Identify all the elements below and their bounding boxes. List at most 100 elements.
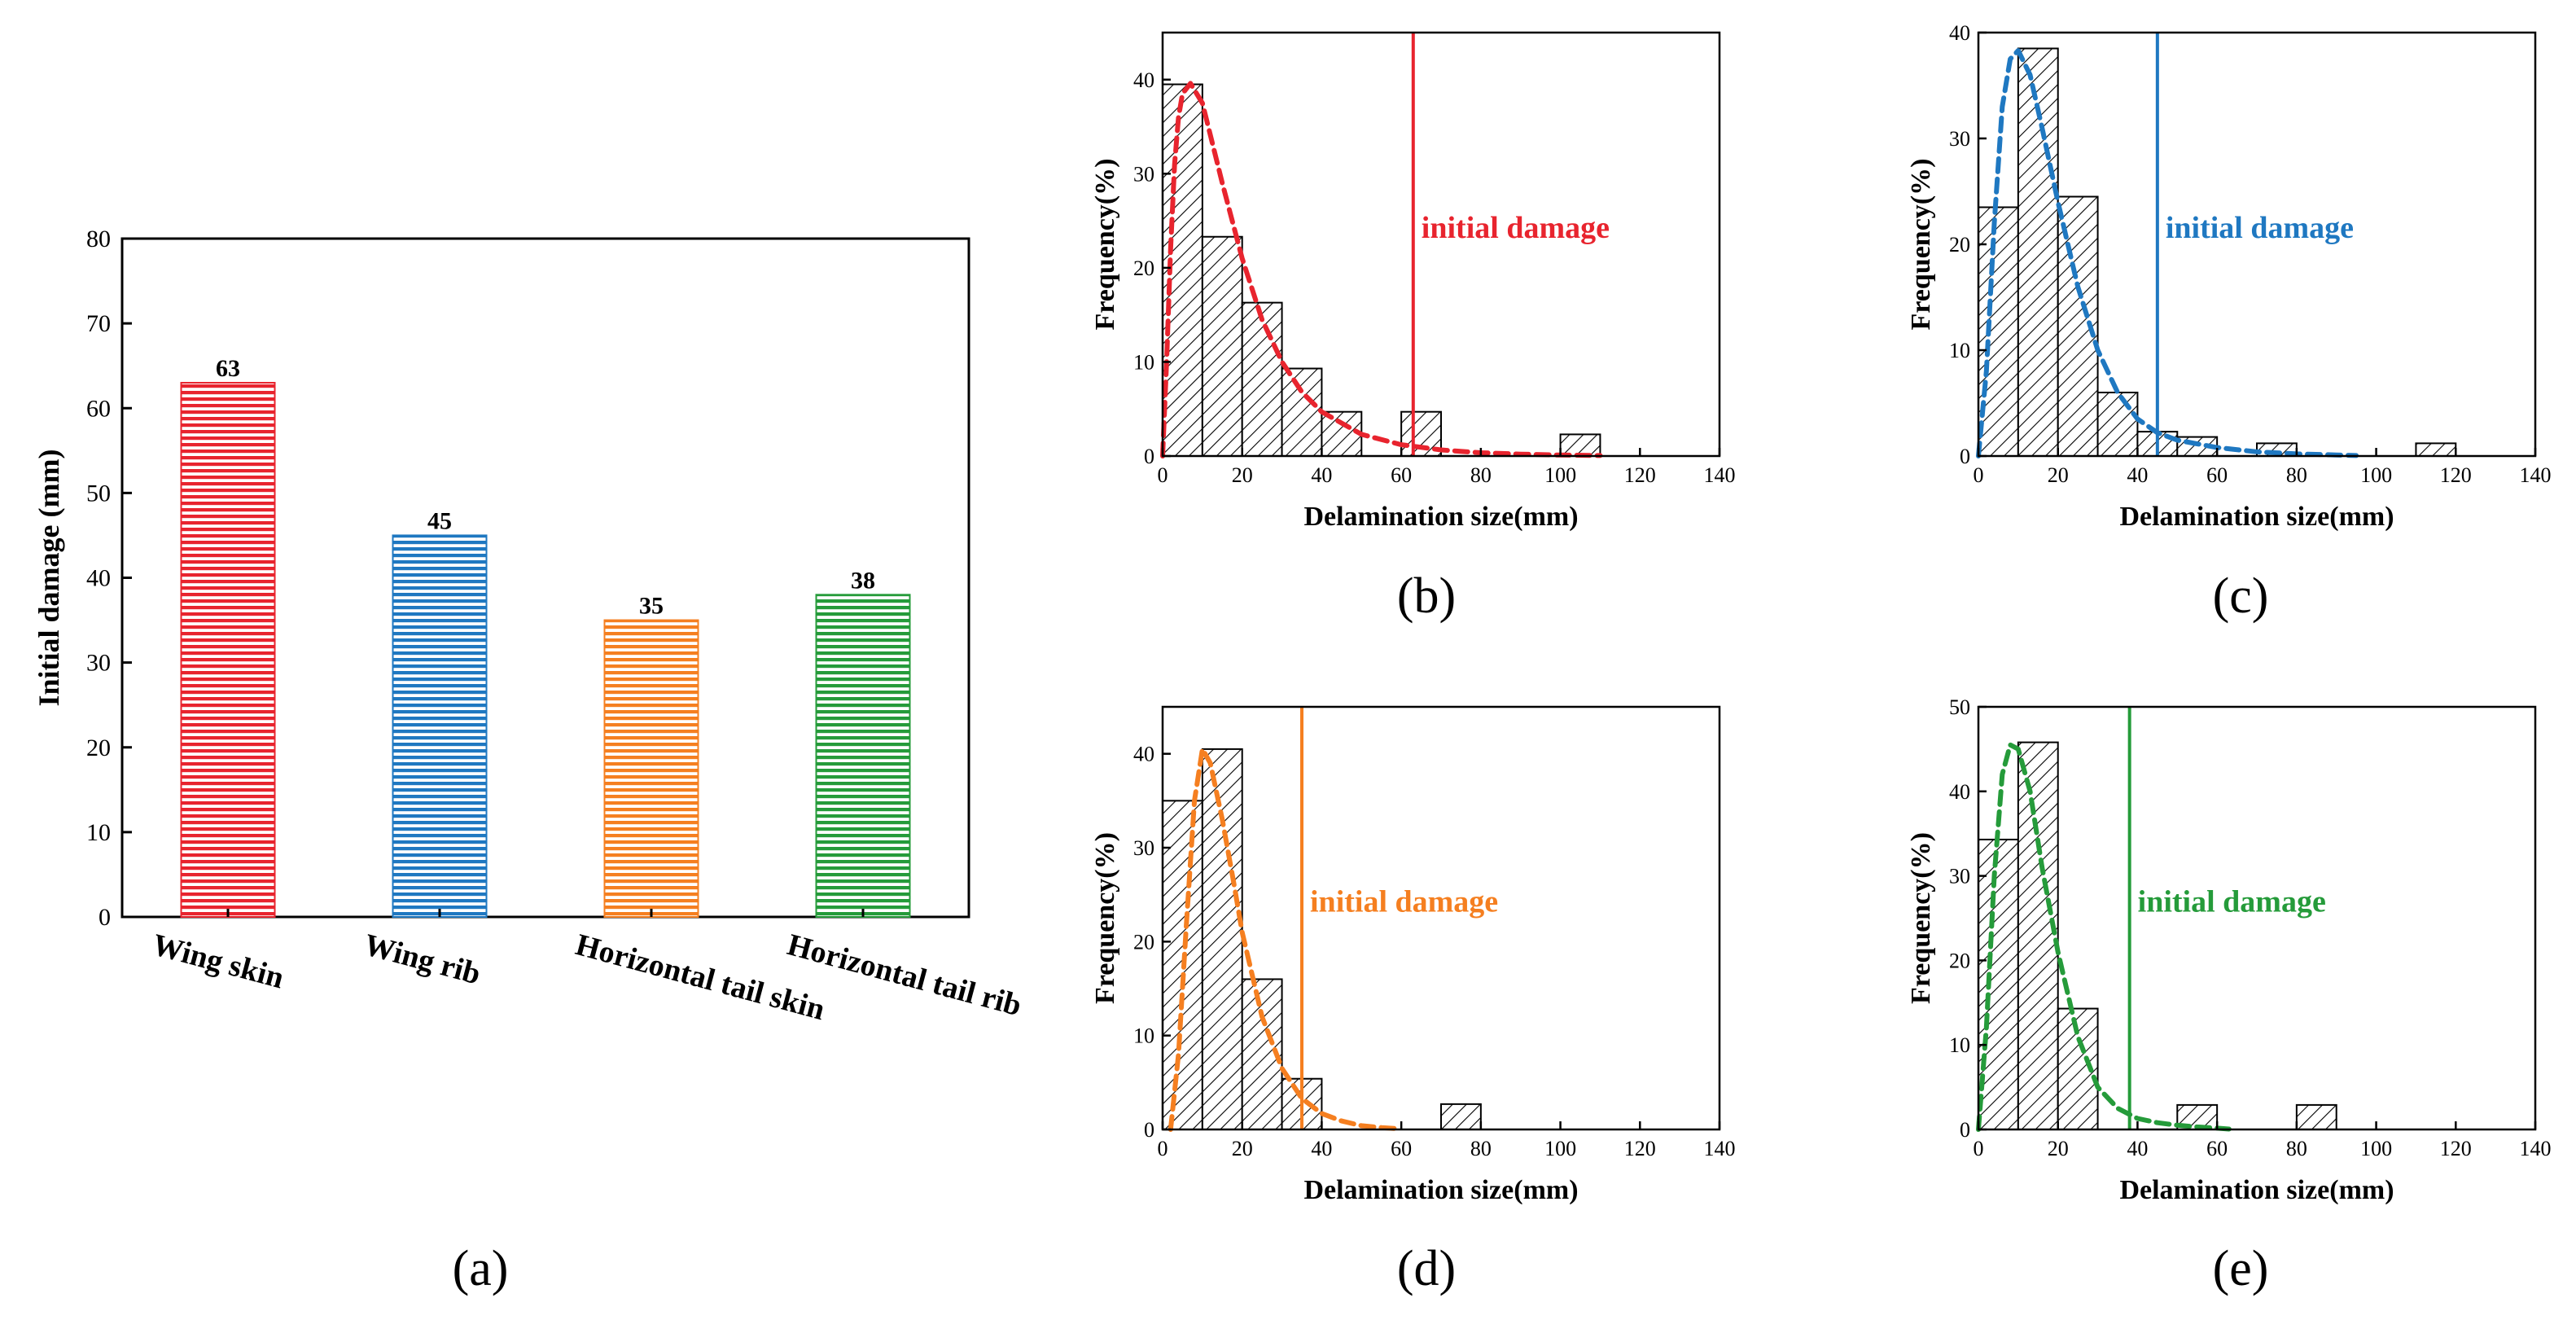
initial-damage-annotation: initial damage: [2138, 885, 2326, 919]
y-tick-label: 50: [86, 480, 111, 507]
x-tick-label: 100: [2360, 463, 2392, 487]
chart-a-initial-damage-bar-chart: 0 10 20 30 40 50 60 70 80 Initial damage (mm) 63 Wi…: [33, 226, 1025, 1296]
y-tick-label: 30: [1133, 836, 1154, 860]
x-axis-label: Delamination size(mm): [1303, 1175, 1578, 1205]
x-axis-label: Delamination size(mm): [2119, 1175, 2394, 1205]
x-tick-label: 120: [1624, 1137, 1656, 1160]
x-tick-label: 100: [1544, 463, 1576, 487]
x-tick-label: 0: [1158, 463, 1168, 487]
x-tick-label: 20: [2048, 463, 2069, 487]
x-tick-label: 40: [1311, 463, 1332, 487]
histogram-bar: [2017, 741, 2059, 1130]
x-tick-label: 40: [1311, 1137, 1332, 1160]
x-tick-label: 100: [1544, 1137, 1576, 1160]
histogram-bar: [1440, 1103, 1482, 1130]
y-tick-label: 40: [86, 565, 111, 592]
y-tick-label: 10: [1133, 1024, 1154, 1048]
x-tick-label: 140: [1704, 1137, 1736, 1160]
y-tick-label: 0: [99, 904, 111, 931]
y-axis-label: Frequency(%): [1906, 832, 1936, 1004]
y-tick-label: 30: [1949, 127, 1970, 151]
panel-label: (c): [2213, 568, 2269, 624]
x-tick-label: 60: [1391, 463, 1412, 487]
chart-c-histogram: initial damage 0 20 40 60 80 100 120 140 0 10 20 30 4…: [1906, 21, 2552, 624]
y-tick-label: 50: [1949, 695, 1970, 719]
histogram-bar: [1241, 301, 1283, 457]
histogram-bar: [1321, 410, 1363, 458]
axes-frame: [1161, 705, 1721, 1131]
y-tick-label: 60: [86, 395, 111, 422]
histogram-bar: [1559, 433, 1601, 458]
bar-value-label: 38: [851, 567, 875, 594]
y-tick-label: 10: [86, 819, 111, 846]
category-label: Wing skin: [149, 928, 287, 995]
panel-label: (a): [453, 1241, 509, 1296]
y-axis-label: Initial damage (mm): [33, 450, 65, 707]
bar: [392, 534, 488, 918]
y-tick-label: 20: [86, 735, 111, 761]
x-tick-label: 80: [1470, 463, 1492, 487]
x-tick-label: 120: [2440, 463, 2472, 487]
histogram-bar: [1281, 367, 1323, 457]
x-tick-label: 0: [1158, 1137, 1168, 1160]
x-tick-label: 100: [2360, 1137, 2392, 1160]
histogram-bar: [2415, 442, 2457, 458]
y-tick-label: 20: [1133, 257, 1154, 280]
y-tick-label: 40: [1133, 68, 1154, 92]
x-tick-label: 140: [2520, 1137, 2552, 1160]
x-tick-label: 120: [2440, 1137, 2472, 1160]
histogram-bar: [1201, 748, 1243, 1131]
x-tick-label: 0: [1974, 463, 1984, 487]
y-tick-label: 70: [86, 310, 111, 337]
initial-damage-annotation: initial damage: [2166, 211, 2354, 245]
x-tick-label: 80: [1470, 1137, 1492, 1160]
x-tick-label: 20: [2048, 1137, 2069, 1160]
fit-curve: [1976, 742, 2232, 1132]
y-tick-label: 40: [1949, 780, 1970, 804]
x-tick-label: 60: [1391, 1137, 1412, 1160]
initial-damage-annotation: initial damage: [1310, 885, 1498, 919]
y-axis-label: Frequency(%): [1090, 159, 1120, 331]
y-tick-label: 10: [1133, 350, 1154, 374]
panel-label: (b): [1397, 568, 1456, 624]
x-tick-label: 80: [2286, 1137, 2307, 1160]
x-tick-label: 140: [1704, 463, 1736, 487]
histogram-bar: [2096, 392, 2139, 457]
bar-value-label: 35: [639, 593, 664, 620]
chart-b-histogram: initial damage 0 20 40 60 80 100 120 140 0 10 20 30 4…: [1090, 31, 1736, 624]
x-tick-label: 80: [2286, 463, 2307, 487]
y-tick-label: 20: [1949, 949, 1970, 972]
y-axis-label: Frequency(%): [1090, 832, 1120, 1004]
chart-d-histogram: initial damage 0 20 40 60 80 100 120 140 0 10 20 30 4…: [1090, 705, 1736, 1296]
y-tick-label: 40: [1949, 21, 1970, 45]
y-tick-label: 20: [1133, 930, 1154, 954]
x-tick-label: 40: [2127, 463, 2148, 487]
x-tick-label: 60: [2206, 463, 2228, 487]
x-tick-label: 140: [2520, 463, 2552, 487]
y-tick-label: 30: [1133, 162, 1154, 186]
y-tick-label: 30: [86, 650, 111, 677]
y-tick-label: 0: [1144, 445, 1154, 468]
y-tick-label: 0: [1144, 1118, 1154, 1142]
panel-label: (d): [1397, 1241, 1456, 1296]
bar: [603, 619, 699, 918]
x-axis-label: Delamination size(mm): [2119, 502, 2394, 532]
axes-frame: [1977, 705, 2537, 1131]
y-tick-label: 0: [1960, 445, 1970, 468]
category-label: Wing rib: [361, 928, 484, 991]
bar: [815, 594, 911, 918]
bar-value-label: 45: [427, 507, 452, 534]
x-tick-label: 40: [2127, 1137, 2148, 1160]
y-tick-label: 10: [1949, 339, 1970, 362]
x-tick-label: 0: [1974, 1137, 1984, 1160]
y-tick-label: 80: [86, 226, 111, 252]
x-axis-label: Delamination size(mm): [1303, 502, 1578, 532]
histogram-bar: [1978, 206, 2019, 457]
histogram-bar: [1978, 838, 2019, 1130]
y-tick-label: 40: [1133, 743, 1154, 766]
fit-curve: [1976, 48, 2359, 458]
x-tick-label: 20: [1232, 463, 1253, 487]
y-tick-label: 30: [1949, 865, 1970, 888]
chart-e-histogram: initial damage 0 20 40 60 80 100 120 140 0 10 20 30 4…: [1906, 695, 2552, 1296]
